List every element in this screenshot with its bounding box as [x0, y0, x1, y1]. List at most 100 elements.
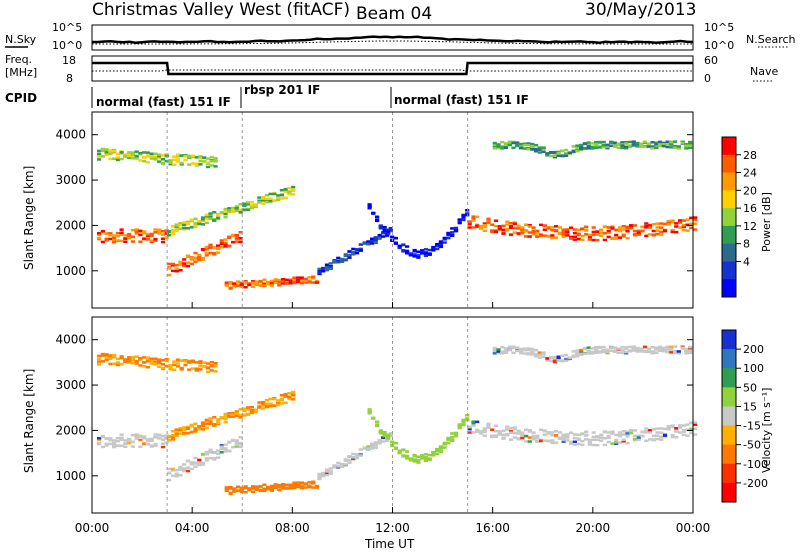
power-cell [670, 228, 675, 232]
velocity-cell [138, 434, 143, 438]
velocity-cell [610, 430, 615, 433]
power-cell [542, 234, 547, 237]
power-cell [520, 226, 525, 229]
power-cell [130, 235, 135, 239]
colorbar-swatch [722, 406, 736, 427]
power-cell [343, 253, 348, 256]
power-cell [531, 229, 536, 233]
velocity-cell [508, 438, 514, 441]
power-cell [261, 197, 266, 200]
power-cell [478, 225, 484, 228]
velocity-cell [299, 487, 304, 490]
power-cell [347, 250, 352, 253]
power-cell [262, 282, 267, 286]
freq-series-line [92, 61, 693, 76]
velocity-cell [416, 455, 421, 458]
power-cell [572, 235, 577, 238]
velocity-cell [569, 440, 574, 444]
power-cell [170, 264, 176, 267]
colorbar-swatch [722, 261, 736, 280]
colorbar-swatch [722, 425, 736, 446]
power-cell [112, 240, 117, 244]
power-cell [651, 229, 656, 233]
velocity-cell [467, 431, 472, 434]
nsky-panel: N.Sky 10^5 10^0 10^5 10^0 N.Search [5, 21, 796, 52]
power-cell [388, 228, 393, 231]
velocity-cell [393, 441, 398, 445]
velocity-cell [149, 439, 154, 442]
colorbar-frame [721, 136, 737, 298]
velocity-cell [108, 354, 113, 357]
velocity-cell [522, 352, 527, 355]
velocity-cell [231, 445, 236, 449]
velocity-cell [234, 442, 239, 445]
power-cell [594, 145, 599, 148]
velocity-cell [160, 445, 166, 449]
velocity-cell [569, 442, 574, 445]
power-cell [185, 264, 191, 268]
power-cell [519, 142, 524, 146]
power-cell [223, 210, 228, 213]
power-cell [127, 151, 132, 154]
velocity-cell [112, 362, 117, 365]
velocity-cell [650, 351, 655, 355]
power-cell [620, 141, 625, 144]
velocity-cell [450, 436, 455, 439]
power-cell [227, 235, 232, 239]
power-cell [204, 248, 209, 251]
power-cell [276, 198, 281, 202]
velocity-cell [657, 345, 663, 349]
power-cell [204, 217, 209, 221]
velocity-cell [347, 455, 352, 458]
power-cell [234, 207, 239, 210]
velocity-cell [508, 430, 514, 433]
velocity-cell [279, 394, 284, 397]
velocity-cell [134, 433, 139, 436]
velocity-cell [512, 427, 517, 430]
velocity-cell [520, 433, 525, 437]
velocity-cell [621, 438, 626, 442]
power-cell [232, 285, 237, 288]
power-cell [405, 252, 410, 255]
velocity-cell [208, 450, 213, 453]
velocity-cell [537, 356, 542, 359]
velocity-cell [269, 489, 274, 492]
colorbar-tick-label: -200 [743, 477, 768, 490]
velocity-cell [579, 352, 584, 356]
velocity-cell [587, 438, 592, 442]
velocity-cell [104, 442, 109, 446]
velocity-cell [527, 429, 532, 432]
power-cell [621, 233, 626, 237]
velocity-cell [115, 357, 120, 361]
power-cell [644, 234, 649, 238]
power-cell [367, 205, 372, 209]
power-cell [97, 232, 102, 235]
power-cell [112, 157, 117, 160]
velocity-cell [606, 434, 611, 438]
power-cell [471, 217, 476, 220]
power-cell [655, 232, 660, 236]
velocity-cell [296, 484, 301, 487]
velocity-cell [442, 441, 447, 445]
velocity-cell [373, 441, 378, 445]
power-cell [493, 219, 499, 222]
velocity-cell [127, 440, 132, 443]
power-cell [246, 208, 251, 211]
power-cell [475, 223, 480, 227]
power-cell [273, 281, 278, 284]
power-cell [655, 226, 660, 229]
velocity-cell [134, 359, 139, 363]
power-cell [238, 211, 243, 214]
power-cell [370, 237, 375, 240]
velocity-cell [328, 470, 333, 473]
power-cell [264, 200, 269, 204]
velocity-cell [595, 438, 600, 441]
power-cell [582, 147, 587, 150]
velocity-cell [153, 357, 158, 360]
velocity-cell [412, 453, 417, 457]
power-cell [511, 146, 516, 150]
power-cell [145, 155, 150, 158]
power-cell [213, 160, 218, 163]
